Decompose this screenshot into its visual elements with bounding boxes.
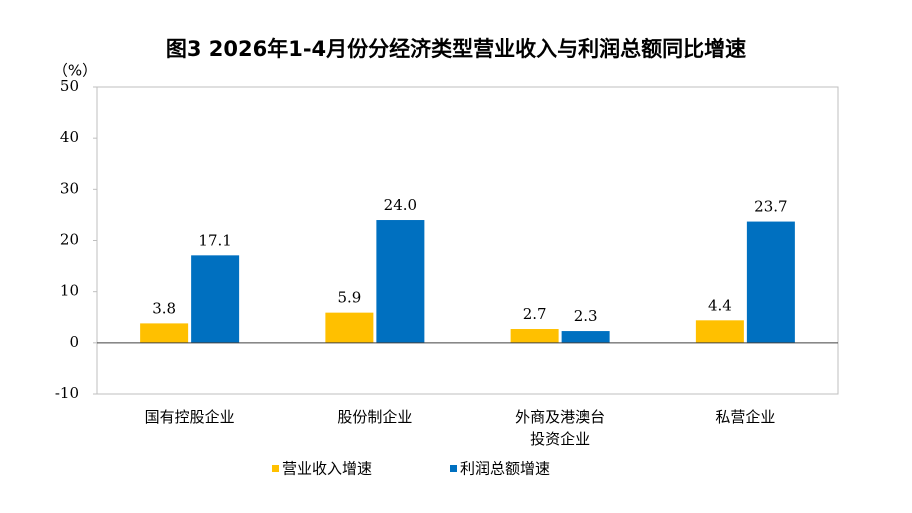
bar xyxy=(510,329,559,343)
chart-title: 图3 2026年1-4月份分经济类型营业收入与利润总额同比增速 xyxy=(166,37,746,61)
y-tick-label: 30 xyxy=(60,179,79,197)
legend-label: 利润总额增速 xyxy=(460,460,550,478)
bar xyxy=(140,323,189,343)
bar xyxy=(746,221,795,343)
value-label: 2.3 xyxy=(574,307,598,325)
value-label: 3.8 xyxy=(152,299,176,317)
value-label: 17.1 xyxy=(198,231,231,249)
bar xyxy=(376,220,425,343)
y-tick-label: 10 xyxy=(60,282,79,300)
x-tick-label: 外商及港澳台 投资企业 xyxy=(515,408,606,448)
y-tick-label: 50 xyxy=(60,77,79,95)
bar xyxy=(191,255,240,343)
value-label: 2.7 xyxy=(523,305,547,323)
legend-label: 营业收入增速 xyxy=(282,460,372,478)
legend-swatch xyxy=(272,465,279,472)
legend-swatch xyxy=(450,465,457,472)
x-tick-label: 股份制企业 xyxy=(337,408,413,426)
bar xyxy=(695,320,744,343)
value-label: 24.0 xyxy=(384,196,417,214)
y-tick-label: 0 xyxy=(69,333,79,351)
y-tick-label: -10 xyxy=(55,384,79,402)
x-tick-label: 国有控股企业 xyxy=(144,408,235,426)
y-axis-label: （%） xyxy=(53,62,97,80)
value-label: 23.7 xyxy=(754,198,787,216)
bar xyxy=(325,312,374,343)
y-tick-label: 40 xyxy=(60,128,79,146)
value-label: 4.4 xyxy=(708,296,732,314)
value-label: 5.9 xyxy=(337,289,361,307)
x-tick-label: 私营企业 xyxy=(715,408,776,426)
y-tick-label: 20 xyxy=(60,231,79,249)
bar xyxy=(561,331,610,343)
